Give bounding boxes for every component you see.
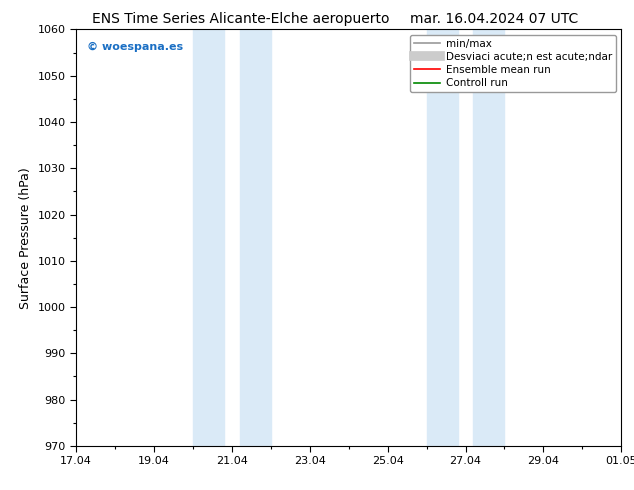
Text: © woespana.es: © woespana.es [87,42,183,52]
Legend: min/max, Desviaci acute;n est acute;ndar, Ensemble mean run, Controll run: min/max, Desviaci acute;n est acute;ndar… [410,35,616,92]
Bar [474,29,505,446]
Text: ENS Time Series Alicante-Elche aeropuerto: ENS Time Series Alicante-Elche aeropuert… [92,12,390,26]
Bar [240,29,271,446]
Y-axis label: Surface Pressure (hPa): Surface Pressure (hPa) [19,167,32,309]
Bar [427,29,458,446]
Text: mar. 16.04.2024 07 UTC: mar. 16.04.2024 07 UTC [410,12,579,26]
Bar [193,29,224,446]
